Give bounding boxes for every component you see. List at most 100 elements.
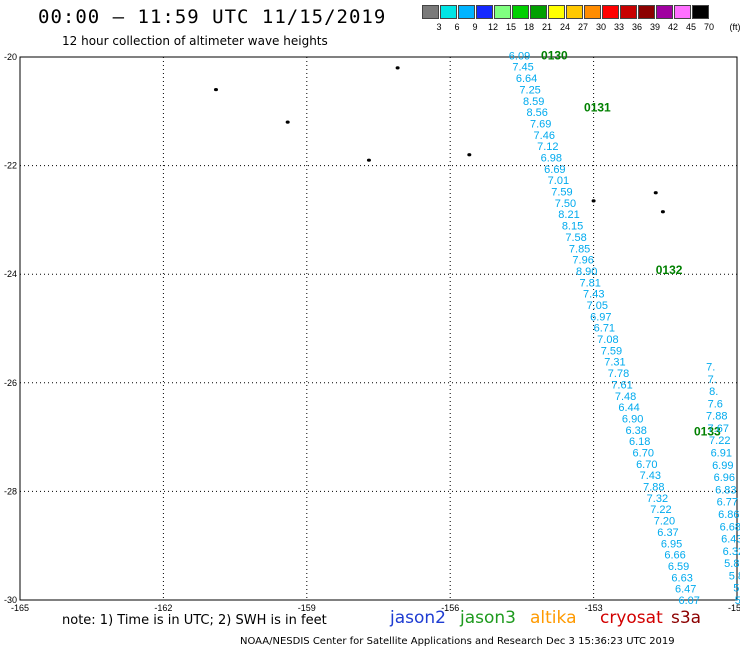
colorbar-label: 39	[649, 22, 661, 32]
colorbar-label: 36	[631, 22, 643, 32]
colorbar-swatch	[620, 5, 637, 19]
wave-height-value: 7.12	[537, 141, 558, 153]
legend-jason3: jason3	[460, 608, 516, 628]
wave-height-value: 6.99	[712, 460, 733, 472]
wave-height-value: 7.25	[519, 84, 540, 96]
colorbar-label: 15	[505, 22, 517, 32]
wave-height-value: 6.91	[711, 448, 732, 460]
wave-height-value: 6.47	[675, 584, 696, 596]
wave-height-value: 7.50	[555, 198, 576, 210]
colorbar-swatch	[512, 5, 529, 19]
colorbar-swatch	[602, 5, 619, 19]
wave-height-value: 6.66	[664, 550, 685, 562]
colorbar-swatch	[638, 5, 655, 19]
wave-height-value: 6.71	[594, 323, 615, 335]
island-marker	[366, 158, 371, 162]
lat-tick-label: -22	[4, 161, 17, 171]
track-group: 7.7.8.7.67.887.677.226.916.996.966.836.7…	[706, 362, 740, 607]
island-marker	[285, 120, 290, 124]
wave-height-value: 6.59	[668, 561, 689, 573]
wave-height-value: 6.09	[509, 50, 530, 62]
lat-tick-label: -28	[4, 486, 17, 496]
colorbar-swatch	[548, 5, 565, 19]
colorbar-swatch	[494, 5, 511, 19]
colorbar-swatch	[692, 5, 709, 19]
colorbar-swatch	[656, 5, 673, 19]
island-marker	[653, 191, 658, 195]
wave-height-value: 6.70	[636, 459, 657, 471]
colorbar-label: 3	[436, 22, 442, 32]
legend-s3a: s3a	[671, 608, 702, 628]
pass-time-label: 0133	[694, 425, 721, 439]
wave-height-value: 7.69	[530, 118, 551, 130]
island-marker	[660, 210, 665, 214]
colorbar-swatch	[476, 5, 493, 19]
wave-height-value: 5.	[733, 583, 740, 595]
colorbar-label: 9	[472, 22, 478, 32]
colorbar-label: 12	[487, 22, 499, 32]
colorbar-label: 42	[667, 22, 679, 32]
pass-time-label: 0130	[541, 48, 568, 62]
colorbar-labels: 3 6 9 12 15 18 21 24 27 30 33 36 39 42 45 70 (ft)	[422, 22, 740, 34]
wave-height-value: 6.38	[625, 425, 646, 437]
wave-height-value: 7.	[706, 362, 715, 374]
wave-height-value: 7.61	[611, 379, 632, 391]
wave-height-value: 7.96	[572, 255, 593, 267]
wave-height-value: 8.21	[558, 209, 579, 221]
colorbar-swatch	[530, 5, 547, 19]
wave-height-value: 5.8	[729, 570, 740, 582]
wave-height-value: 6.64	[516, 73, 537, 85]
wave-height-value: 7.88	[706, 411, 727, 423]
wave-height-value: 5.	[735, 595, 740, 607]
wave-height-value: 8.56	[526, 107, 547, 119]
wave-height-value: 6.69	[544, 164, 565, 176]
colorbar-label: 33	[613, 22, 625, 32]
wave-height-value: 7.22	[650, 504, 671, 516]
island-marker	[467, 153, 472, 157]
lon-tick-label: -156	[441, 603, 459, 613]
wave-height-value: 7.81	[580, 277, 601, 289]
pass-time-label: 0132	[656, 263, 683, 277]
wave-height-value: 7.43	[583, 289, 604, 301]
wave-height-value: 6.43	[721, 534, 740, 546]
wave-height-value: 8.59	[523, 96, 544, 108]
lon-tick-label: -162	[154, 603, 172, 613]
wave-height-value: 6.32	[723, 546, 740, 558]
wave-height-value: 7.48	[615, 391, 636, 403]
island-marker	[591, 199, 596, 203]
colorbar-label: 70	[703, 22, 715, 32]
pass-time-label: 0131	[584, 100, 611, 114]
wave-height-value: 7.59	[551, 187, 572, 199]
map-frame	[19, 56, 738, 601]
wave-height-value: 7.32	[647, 493, 668, 505]
wave-height-value: 7.6	[708, 398, 723, 410]
wave-height-value: 8.15	[562, 221, 583, 233]
colorbar-swatch	[422, 5, 439, 19]
legend-jason2: jason2	[390, 608, 446, 628]
legend-cryosat: cryosat	[600, 608, 663, 628]
lon-tick-label: -165	[11, 603, 29, 613]
wave-height-value: 6.63	[671, 572, 692, 584]
colorbar-swatch	[674, 5, 691, 19]
colorbar-swatch	[584, 5, 601, 19]
colorbar-swatch	[566, 5, 583, 19]
wave-height-value: 6.07	[678, 595, 699, 607]
wave-height-value: 6.97	[590, 311, 611, 323]
wave-height-value: 6.95	[661, 538, 682, 550]
wave-height-value: 7.08	[597, 334, 618, 346]
island-marker	[395, 66, 400, 70]
wave-height-value: 7.	[708, 374, 717, 386]
wave-height-value: 8.	[709, 386, 718, 398]
wave-height-value: 6.37	[657, 527, 678, 539]
credit-line: NOAA/NESDIS Center for Satellite Applica…	[240, 636, 675, 647]
wave-height-value: 8.90	[576, 266, 597, 278]
lon-tick-label: -150	[728, 603, 740, 613]
wave-height-value: 6.77	[717, 497, 738, 509]
wave-height-value: 6.68	[720, 521, 740, 533]
lon-tick-label: -153	[585, 603, 603, 613]
wave-height-value: 7.01	[548, 175, 569, 187]
wave-height-value: 5.86	[724, 558, 740, 570]
colorbar-label: 6	[454, 22, 460, 32]
colorbar-label: 30	[595, 22, 607, 32]
wave-height-value: 6.70	[633, 447, 654, 459]
